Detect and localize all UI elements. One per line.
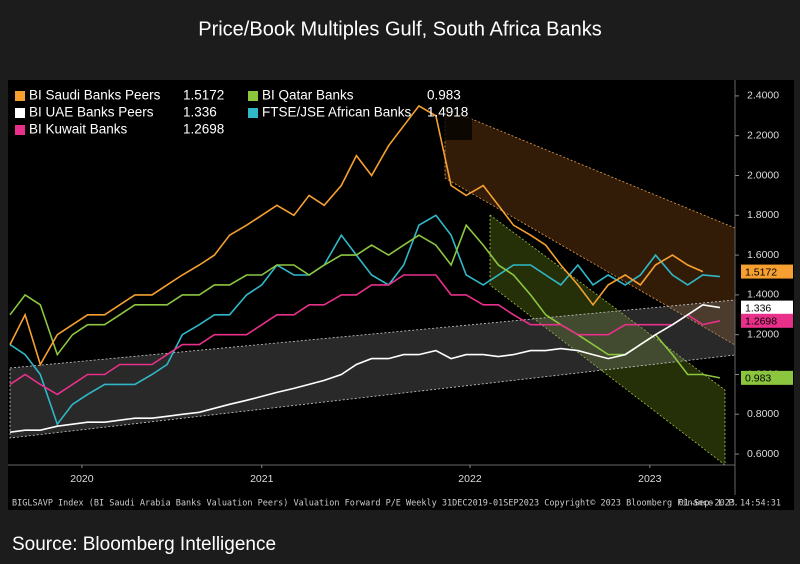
legend-value: 1.336 [183,105,217,120]
y-tick-label: 2.2000 [747,129,779,141]
series-line [9,214,720,426]
x-tick-label: 2021 [250,473,274,485]
chart-title: Price/Book Multiples Gulf, South Africa … [198,18,602,40]
value-tag [741,313,793,328]
value-tag [741,370,793,385]
legend-value: 1.2698 [183,122,224,137]
legend-value: 1.4918 [427,105,468,120]
value-tag [741,300,793,315]
legend-value: 1.5172 [183,88,224,103]
y-tick-label: 0.6000 [747,448,779,460]
x-tick-label: 2020 [70,473,94,485]
series-line [9,104,704,367]
y-tick-label: 1.2000 [747,328,779,340]
value-tag-label: 1.5172 [745,266,777,278]
channel [9,299,736,439]
y-tick-label: 0.8000 [747,408,779,420]
x-tick-label: 2022 [458,473,482,485]
legend-label: BI Saudi Banks Peers [29,88,161,103]
plot: 0.60000.80001.00001.20001.40001.60001.80… [9,88,793,485]
series-line [9,274,721,396]
legend-label: BI Qatar Banks [262,88,354,103]
source: Source: Bloomberg Intelligence [12,534,276,555]
legend-box [10,84,472,140]
legend-swatch [15,91,25,101]
value-tag-label: 1.2698 [745,316,777,328]
legend-label: FTSE/JSE African Banks [262,105,412,120]
legend-swatch [248,91,258,101]
footer-date: 01-Sep-2023 14:54:31 [679,499,781,509]
value-tag-label: 1.336 [745,302,771,314]
legend-swatch [15,108,25,118]
series-line [9,223,721,379]
y-tick-label: 1.8000 [747,209,779,221]
legend-swatch [15,125,25,135]
footer: BIGLSAVP Index (BI Saudi Arabia Banks Va… [12,499,739,509]
series-line [9,303,721,433]
value-tag [741,264,793,279]
y-tick-label: 1.6000 [747,249,779,261]
legend-label: BI Kuwait Banks [29,122,128,137]
legend-label: BI UAE Banks Peers [29,105,154,120]
y-tick-label: 2.4000 [747,90,779,102]
value-tag-label: 0.983 [745,373,771,385]
legend-swatch [248,108,258,118]
x-tick-label: 2023 [638,473,662,485]
y-tick-label: 2.0000 [747,169,779,181]
y-tick-label: 1.4000 [747,289,779,301]
legend-value: 0.983 [427,88,461,103]
